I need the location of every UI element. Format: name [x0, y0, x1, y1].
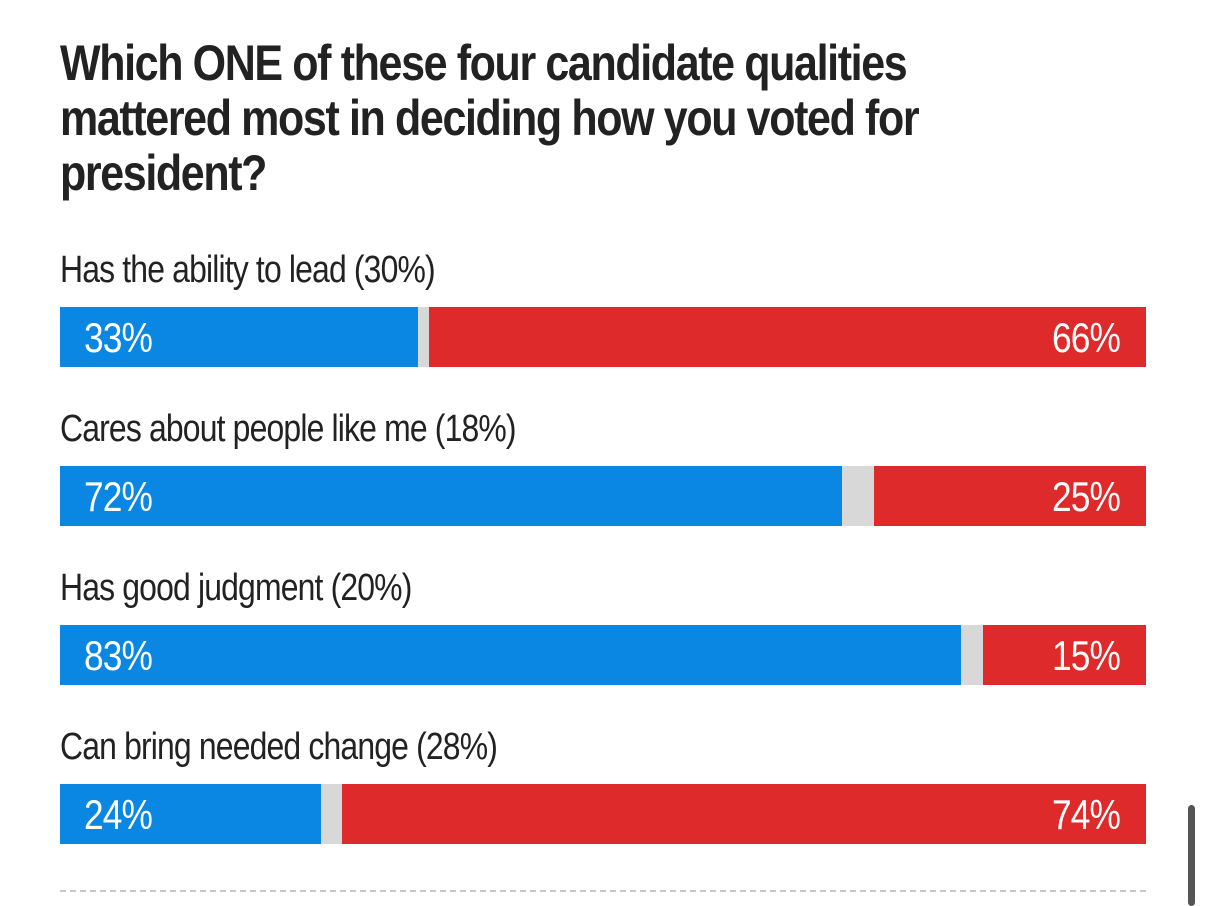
bar-segment-blue	[60, 466, 842, 526]
data-label-blue: 33%	[84, 314, 153, 361]
category-label: Has the ability to lead (30%)	[60, 249, 436, 291]
data-label-red: 66%	[1051, 314, 1121, 361]
section-divider	[60, 890, 1146, 892]
bar-segment-red	[429, 307, 1146, 367]
stacked-bar: 72% 25%	[60, 466, 1146, 526]
data-label-red: 15%	[1051, 632, 1121, 679]
stacked-bar: 83% 15%	[60, 625, 1146, 685]
bar-segment-blue	[60, 784, 321, 844]
data-label-blue: 72%	[84, 473, 153, 520]
scrollbar-thumb[interactable]	[1188, 805, 1195, 906]
stacked-bar: 24% 74%	[60, 784, 1146, 844]
chart-title: Which ONE of these four candidate qualit…	[60, 35, 920, 201]
bar-segment-red	[342, 784, 1146, 844]
stacked-bar: 33% 66%	[60, 307, 1146, 367]
category-label: Cares about people like me (18%)	[60, 408, 517, 450]
bar-segment-red	[983, 625, 1146, 685]
bar-segment-red	[874, 466, 1146, 526]
data-label-blue: 24%	[84, 791, 153, 838]
category-label: Can bring needed change (28%)	[60, 726, 498, 768]
data-label-blue: 83%	[84, 632, 153, 679]
data-label-red: 74%	[1051, 791, 1121, 838]
category-label: Has good judgment (20%)	[60, 567, 412, 609]
bar-segment-blue	[60, 625, 961, 685]
data-label-red: 25%	[1051, 473, 1121, 520]
bar-segment-blue	[60, 307, 418, 367]
